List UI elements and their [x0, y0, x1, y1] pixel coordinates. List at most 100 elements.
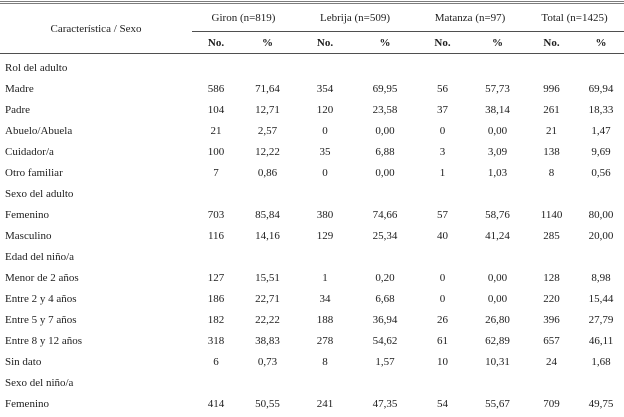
- cell-value: 40: [437, 229, 449, 242]
- row-label: Entre 5 y 7 años: [5, 313, 77, 326]
- cell-value: 22,71: [255, 292, 280, 305]
- cell-value: 285: [543, 229, 560, 242]
- cell-value: 100: [207, 145, 225, 158]
- row-label: Menor de 2 años: [5, 271, 79, 284]
- cell-value: 3: [439, 145, 446, 158]
- cell-value: 41,24: [485, 229, 510, 242]
- cell-value: 61: [437, 334, 449, 347]
- cell-value: 6,68: [375, 292, 395, 305]
- cell-value: 55,67: [485, 397, 510, 410]
- cell-value: 188: [316, 313, 334, 326]
- cell-value: 15,44: [588, 292, 614, 305]
- cell-value: 6,88: [375, 145, 395, 158]
- cell-value: 182: [207, 313, 225, 326]
- cell-value: 35: [319, 145, 331, 158]
- cell-value: 116: [207, 229, 225, 242]
- row-label: Madre: [5, 82, 34, 95]
- table-row: Menor de 2 años 127 15,51 1 0,20 0 0,00 128 8,98: [0, 267, 624, 288]
- section-row: Rol del adulto: [0, 54, 624, 79]
- cell-value: 380: [316, 208, 334, 221]
- cell-value: 34: [319, 292, 331, 305]
- cell-value: 354: [316, 82, 334, 95]
- table-row: Femenino 414 50,55 241 47,35 54 55,67 709 49,75: [0, 393, 624, 414]
- cell-value: 18,33: [588, 103, 614, 116]
- cell-value: 69,95: [372, 82, 398, 95]
- cell-value: 8: [322, 355, 328, 368]
- group-header-lebrija: Lebrija (n=509): [295, 2, 416, 32]
- cell-value: 1,68: [591, 355, 611, 368]
- cell-value: 3,09: [487, 145, 508, 158]
- cell-value: 46,11: [588, 334, 614, 347]
- section-label: Sexo del niño/a: [5, 376, 74, 389]
- section-label: Sexo del adulto: [5, 187, 74, 200]
- cell-value: 7: [213, 166, 219, 179]
- cell-value: 26,80: [485, 313, 510, 326]
- cell-value: 703: [207, 208, 225, 221]
- cell-value: 38,14: [485, 103, 510, 116]
- cell-value: 8,98: [591, 271, 611, 284]
- table-row: Padre 104 12,71 120 23,58 37 38,14 261 18,33: [0, 99, 624, 120]
- cell-value: 0,86: [257, 166, 278, 179]
- cell-value: 241: [316, 397, 334, 410]
- cell-value: 49,75: [588, 397, 614, 410]
- cell-value: 50,55: [255, 397, 280, 410]
- subheader-no-matanza: No.: [415, 31, 471, 54]
- cell-value: 138: [543, 145, 560, 158]
- cell-value: 1,03: [487, 166, 508, 179]
- cell-value: 104: [207, 103, 225, 116]
- cell-value: 0,56: [591, 166, 611, 179]
- cell-value: 22,22: [255, 313, 280, 326]
- table-header: Característica / Sexo Giron (n=819) Lebr…: [0, 2, 624, 54]
- cell-value: 62,89: [485, 334, 510, 347]
- section-label: Rol del adulto: [5, 61, 68, 74]
- row-label: Masculino: [5, 229, 52, 242]
- cell-value: 0: [322, 166, 328, 179]
- cell-value: 0,00: [375, 166, 395, 179]
- cell-value: 15,51: [255, 271, 280, 284]
- cell-value: 318: [207, 334, 225, 347]
- table-row: Otro familiar 7 0,86 0 0,00 1 1,03 8 0,56: [0, 162, 624, 183]
- cell-value: 10,31: [485, 355, 510, 368]
- table-row: Entre 2 y 4 años 186 22,71 34 6,68 0 0,00 220 15…: [0, 288, 624, 309]
- cell-value: 25,34: [372, 229, 398, 242]
- row-label: Femenino: [5, 208, 49, 221]
- table-row: Masculino 116 14,16 129 25,34 40 41,24 285 20,00: [0, 225, 624, 246]
- cell-value: 9,69: [591, 145, 611, 158]
- subheader-pct-total: %: [578, 31, 624, 54]
- cell-value: 414: [207, 397, 225, 410]
- subheader-no-lebrija: No.: [295, 31, 356, 54]
- cell-value: 12,71: [255, 103, 280, 116]
- table-row: Madre 586 71,64 354 69,95 56 57,73 996 69,94: [0, 78, 624, 99]
- subheader-row: No. % No. % No. % No. %: [0, 31, 624, 54]
- cell-value: 21: [210, 124, 222, 137]
- cell-value: 0,00: [487, 292, 508, 305]
- row-label: Entre 2 y 4 años: [5, 292, 77, 305]
- row-label: Sin dato: [5, 355, 42, 368]
- cell-value: 0: [439, 124, 446, 137]
- cell-value: 80,00: [588, 208, 614, 221]
- cell-value: 0: [439, 292, 446, 305]
- group-header-matanza: Matanza (n=97): [415, 2, 526, 32]
- cell-value: 74,66: [372, 208, 398, 221]
- table-row: Cuidador/a 100 12,22 35 6,88 3 3,09 138 9,69: [0, 141, 624, 162]
- cell-value: 220: [543, 292, 560, 305]
- cell-value: 709: [543, 397, 560, 410]
- subheader-no-giron: No.: [192, 31, 240, 54]
- table-row: Femenino 703 85,84 380 74,66 57 58,76 1140 80,00: [0, 204, 624, 225]
- cell-value: 0: [322, 124, 328, 137]
- cell-value: 129: [316, 229, 334, 242]
- section-row: Edad del niño/a: [0, 246, 624, 267]
- group-header-row: Característica / Sexo Giron (n=819) Lebr…: [0, 2, 624, 54]
- cell-value: 0,00: [487, 271, 508, 284]
- cell-value: 14,16: [255, 229, 280, 242]
- cell-value: 85,84: [255, 208, 280, 221]
- table-row: Sin dato 6 0,73 8 1,57 10 10,31 24 1,68: [0, 351, 624, 372]
- cell-value: 26: [437, 313, 449, 326]
- cell-value: 54,62: [372, 334, 398, 347]
- row-label: Cuidador/a: [5, 145, 54, 158]
- cell-value: 6: [213, 355, 219, 368]
- subheader-pct-giron: %: [240, 31, 296, 54]
- cell-value: 36,94: [372, 313, 398, 326]
